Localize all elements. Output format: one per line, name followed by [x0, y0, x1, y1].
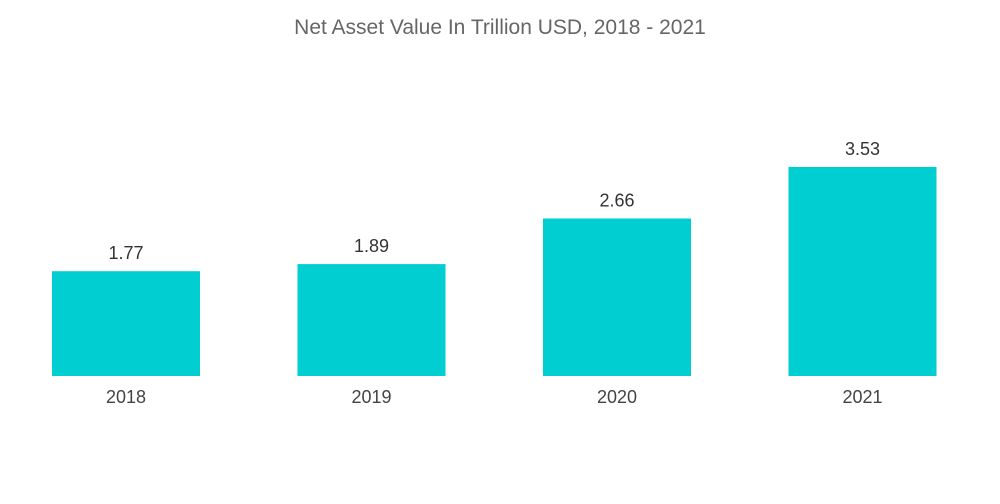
- x-tick-label-2020: 2020: [597, 387, 637, 407]
- value-label-2018: 1.77: [108, 243, 143, 263]
- bar-2021: [788, 167, 937, 376]
- value-label-2019: 1.89: [354, 236, 389, 256]
- chart-title: Net Asset Value In Trillion USD, 2018 - …: [294, 16, 706, 39]
- x-tick-label-2018: 2018: [106, 387, 146, 407]
- value-label-2021: 3.53: [845, 139, 880, 159]
- bar-2018: [52, 271, 200, 376]
- x-tick-label-2019: 2019: [351, 387, 391, 407]
- bars-layer: 1.77 2018 1.89 2019 2.66 2020 3.53 2021: [52, 139, 937, 407]
- bar-2019: [297, 264, 446, 376]
- x-tick-label-2021: 2021: [842, 387, 882, 407]
- bar-2020: [543, 218, 691, 376]
- value-label-2020: 2.66: [599, 191, 634, 211]
